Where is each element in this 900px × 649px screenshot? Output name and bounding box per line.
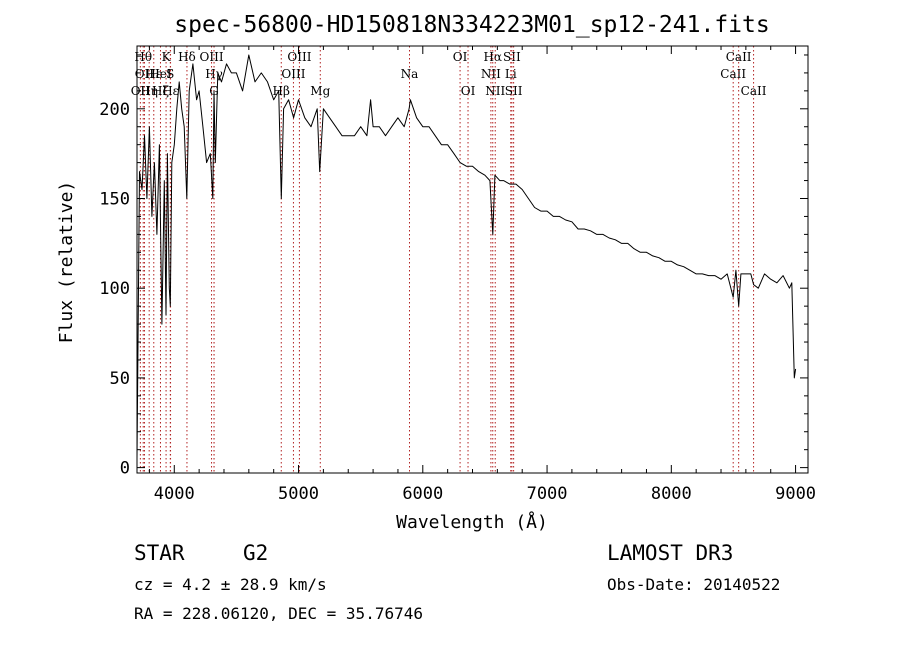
axis-ticks: 4000 5000 6000 7000 8000 9000 0 50 100 150 200 bbox=[99, 46, 816, 504]
spectral-line-label: CaII bbox=[741, 84, 767, 98]
spectral-line-label: OIII bbox=[281, 67, 305, 81]
spectral-line-label: Hδ bbox=[178, 50, 196, 64]
spectral-line-label: CaII bbox=[720, 67, 746, 81]
x-axis-label: Wavelength (Å) bbox=[396, 511, 548, 533]
spectral-line-label: SII bbox=[503, 50, 521, 64]
y-tick-label: 0 bbox=[120, 459, 130, 479]
spectral-line-label: CaII bbox=[726, 50, 752, 64]
x-tick-label: 8000 bbox=[651, 484, 692, 504]
obs-date: Obs-Date: 20140522 bbox=[607, 575, 781, 594]
spectral-line-label: OIII bbox=[287, 50, 311, 64]
spectral-line-label: Na bbox=[401, 67, 419, 81]
spectral-line-label: Li bbox=[505, 67, 517, 81]
spectral-line-label: SII bbox=[505, 84, 523, 98]
x-tick-label: 4000 bbox=[154, 484, 195, 504]
spectral-line-label: OI bbox=[461, 84, 476, 98]
spectral-line-label: Hε bbox=[145, 67, 162, 81]
spectral-line-label: Hε bbox=[162, 84, 179, 98]
spectral-line-label: Hθ bbox=[134, 50, 152, 64]
survey-name: LAMOST DR3 bbox=[607, 541, 734, 565]
spectral-line-label: K bbox=[162, 50, 172, 64]
subclass: G2 bbox=[243, 541, 269, 565]
x-tick-label: 6000 bbox=[402, 484, 443, 504]
flux-series bbox=[136, 54, 797, 459]
x-tick-label: 5000 bbox=[278, 484, 319, 504]
spectral-line-label: OIII bbox=[200, 50, 224, 64]
y-axis-label: Flux (relative) bbox=[56, 181, 77, 344]
series-line-flux bbox=[136, 54, 797, 459]
redshift-text: cz = 4.2 ± 28.9 km/s bbox=[134, 575, 327, 594]
x-tick-label: 7000 bbox=[527, 484, 568, 504]
spectral-line-label: Hβ bbox=[273, 84, 290, 98]
y-tick-label: 150 bbox=[99, 190, 130, 210]
spectral-line-label: Hα bbox=[483, 50, 502, 64]
spectral-line-label: Hζ bbox=[152, 84, 169, 98]
y-tick-label: 100 bbox=[99, 279, 130, 299]
chart-title: spec-56800-HD150818N334223M01_sp12-241.f… bbox=[174, 12, 769, 38]
plot-frame bbox=[136, 45, 809, 474]
spectral-line-label: NII bbox=[481, 67, 501, 81]
spectral-line-label: OI bbox=[453, 50, 468, 64]
spectral-line-markers: OIIHθOIIHηHεHeIHζKSHεHδOIIIHγGHβOIIIOIII… bbox=[131, 46, 767, 473]
y-tick-label: 200 bbox=[99, 100, 130, 120]
coordinates: RA = 228.06120, DEC = 35.76746 bbox=[134, 604, 423, 623]
x-tick-label: 9000 bbox=[775, 484, 816, 504]
spectral-line-label: Mg bbox=[310, 84, 330, 98]
spectral-line-label: NII bbox=[485, 84, 505, 98]
object-type: STAR bbox=[134, 541, 185, 565]
y-tick-label: 50 bbox=[110, 369, 130, 389]
